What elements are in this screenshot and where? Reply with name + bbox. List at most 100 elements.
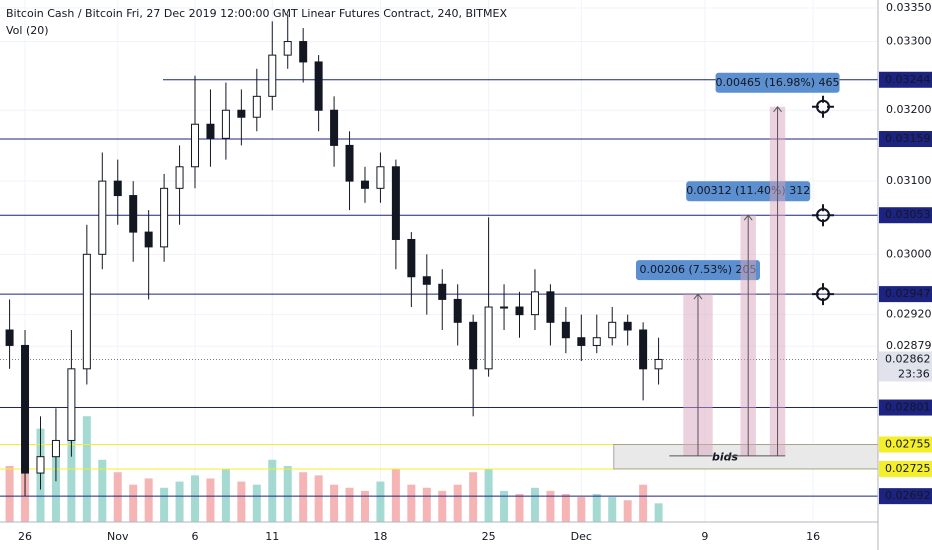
level-label: 0.03244 (885, 73, 931, 86)
volume-bar (283, 466, 292, 522)
volume-bar (515, 494, 524, 522)
volume-bar (391, 469, 400, 522)
candle-body (175, 166, 184, 189)
range-arrow-head (743, 214, 753, 221)
candle-body (376, 166, 385, 189)
volume-bar (484, 469, 493, 522)
volume-bar (530, 487, 539, 522)
y-tick-label: 0.03200 (886, 103, 932, 116)
y-tick-label: 0.03350 (886, 1, 932, 14)
level-label: 0.03053 (885, 208, 931, 221)
volume-bar (237, 481, 246, 522)
candle-body (654, 358, 663, 370)
volume-bar (113, 472, 122, 522)
range-label: 0.00312 (11.40%) 312 (686, 184, 810, 197)
x-tick-label: Nov (107, 530, 129, 543)
range-label: 0.00206 (7.53%) 205 (639, 263, 756, 276)
volume-bar (500, 490, 509, 522)
candle-body (360, 180, 369, 189)
candle-body (191, 123, 200, 168)
candle-body (129, 195, 138, 233)
candle-body (453, 298, 462, 323)
candle-body (299, 41, 308, 63)
volume-bar (577, 497, 586, 522)
volume-bar (160, 487, 169, 522)
range-label-bg (635, 260, 760, 281)
candle-body (469, 321, 478, 370)
candle-body (422, 276, 431, 285)
x-tick-label: 11 (265, 530, 279, 543)
y-tick-label: 0.02920 (886, 308, 932, 321)
range-label-bg (715, 72, 840, 93)
level-label-bg (879, 399, 932, 416)
x-tick-label: 25 (482, 530, 496, 543)
level-label-bg (879, 131, 932, 148)
candle-body (252, 95, 261, 118)
volume-bar (144, 478, 153, 522)
bids-label: bids (712, 451, 739, 464)
volume-bar (623, 500, 632, 522)
candle-body (98, 180, 107, 255)
volume-bar (67, 441, 76, 522)
volume-bar (345, 487, 354, 522)
volume-bar (191, 475, 200, 522)
candle-body (330, 109, 339, 146)
candle-body (577, 337, 586, 346)
volume-bar (98, 459, 107, 522)
candle-body (221, 109, 230, 139)
range-arrow-head (773, 105, 782, 113)
level-label-bg (879, 286, 932, 303)
volume-bar (221, 469, 230, 522)
candle-body (268, 54, 277, 97)
volume-bar (299, 472, 308, 522)
level-label-bg (879, 71, 932, 88)
range-label: 0.00465 (16.98%) 465 (716, 76, 840, 89)
volume-bar (654, 503, 663, 522)
y-tick-label: 0.02879 (886, 339, 932, 352)
volume-bar (592, 494, 601, 522)
volume-bar (206, 478, 215, 522)
candle-body (144, 231, 153, 248)
chart-title: Bitcoin Cash / Bitcoin Fri, 27 Dec 2019 … (6, 7, 507, 20)
level-label: 0.02755 (885, 438, 931, 451)
candle-body (546, 291, 555, 323)
y-tick-label: 0.03100 (886, 174, 932, 187)
x-tick-label: 18 (373, 530, 387, 543)
volume-bar (546, 490, 555, 522)
candle-body (51, 439, 60, 458)
volume-bar (5, 466, 14, 522)
candle-body (314, 61, 323, 111)
candle-body (113, 180, 122, 197)
volume-bar (360, 490, 369, 522)
volume-bar (453, 484, 462, 522)
level-label-bg (879, 488, 932, 505)
candle-body (515, 306, 524, 316)
level-label: 0.02947 (885, 287, 931, 300)
volume-bar (314, 475, 323, 522)
level-label: 0.02725 (885, 462, 931, 475)
level-label: 0.03159 (885, 132, 931, 145)
x-tick-label: 16 (806, 530, 820, 543)
candle-body (36, 456, 45, 474)
volume-bar (469, 472, 478, 522)
candle-body (608, 321, 617, 339)
candle-body (391, 166, 400, 240)
volume-bar (407, 484, 416, 522)
volume-bar (422, 487, 431, 522)
volume-bar (561, 494, 570, 522)
candle-body (160, 187, 169, 248)
candle-body (206, 123, 215, 139)
volume-bar (608, 497, 617, 522)
candle-body (67, 368, 76, 441)
candle-body (237, 109, 246, 118)
level-label: 0.02801 (885, 401, 931, 414)
target-cross (812, 204, 834, 227)
volume-bar (175, 481, 184, 522)
candle-body (484, 306, 493, 370)
volume-bar (330, 484, 339, 522)
candle-body (21, 344, 30, 474)
volume-bar (51, 453, 60, 522)
level-label-bg (879, 436, 932, 453)
range-arrow-head (693, 293, 703, 300)
